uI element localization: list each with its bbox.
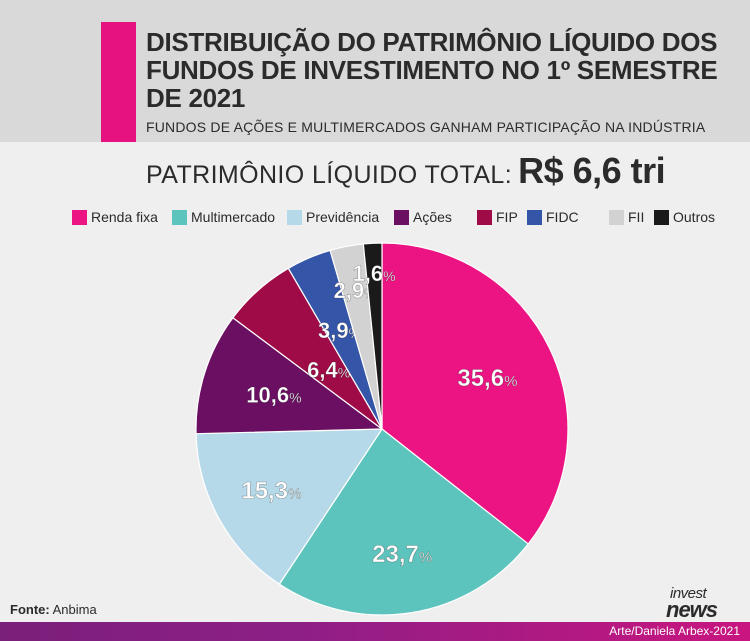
legend-item-previd-ncia: Previdência (287, 207, 379, 227)
logo-invest-text: invest (670, 585, 707, 602)
legend-label: Previdência (306, 209, 380, 225)
legend-item-fip: FIP (477, 207, 518, 227)
data-label-previd-ncia: 15,3% (241, 477, 301, 504)
total-line: PATRIMÔNIO LÍQUIDO TOTAL: R$ 6,6 tri (146, 150, 666, 192)
legend-label: Multimercado (191, 209, 276, 225)
source-value: Anbima (52, 602, 97, 617)
pie-slice-renda-fixa (381, 242, 569, 545)
source-label: Fonte: (10, 602, 50, 617)
credit-text: Arte/Daniela Arbex-2021 (609, 624, 740, 638)
legend-label: Outros (673, 209, 716, 225)
legend-swatch (654, 209, 669, 225)
data-label-fii: 2,9% (334, 278, 377, 303)
legend-label: FIDC (546, 209, 579, 225)
legend-item-renda-fixa: Renda fixa (72, 207, 158, 227)
legend-swatch (287, 209, 302, 225)
total-label: PATRIMÔNIO LÍQUIDO TOTAL: (146, 161, 513, 189)
legend-item-multimercado: Multimercado (172, 207, 275, 227)
legend-swatch (609, 209, 624, 225)
legend-item-a-es: Ações (394, 207, 452, 227)
pie-slice-a-es (195, 316, 384, 435)
title-accent-bar (101, 22, 136, 142)
legend-label: Renda fixa (91, 209, 158, 225)
legend: Renda fixa Multimercado Previdência Ações FI… (72, 207, 732, 227)
total-value: R$ 6,6 tri (518, 150, 666, 191)
pie-slice-previd-ncia (195, 428, 384, 585)
source-note: Fonte: Anbima (10, 602, 97, 617)
legend-swatch (527, 209, 542, 225)
data-label-outros: 1,6% (353, 261, 396, 286)
legend-item-fidc: FIDC (527, 207, 579, 227)
legend-label: FII (628, 209, 645, 225)
legend-item-outros: Outros (654, 207, 715, 227)
data-label-multimercado: 23,7% (372, 541, 432, 568)
pie-slice-outros (362, 242, 383, 430)
footer-band: Arte/Daniela Arbex-2021 (0, 622, 750, 641)
data-label-renda-fixa: 35,6% (457, 365, 517, 392)
legend-label: FIP (496, 209, 518, 225)
legend-swatch (394, 209, 409, 225)
legend-swatch (72, 209, 87, 225)
legend-swatch (172, 209, 187, 225)
pie-slice-multimercado (278, 428, 530, 616)
logo-news-text: news (666, 597, 718, 622)
legend-label: Ações (413, 209, 452, 225)
chart-subtitle: FUNDOS DE AÇÕES E MULTIMERCADOS GANHAM P… (146, 119, 706, 135)
chart-title: DISTRIBUIÇÃO DO PATRIMÔNIO LÍQUIDO DOS F… (146, 27, 718, 113)
investnews-logo: invest news (666, 585, 740, 622)
legend-item-fii: FII (609, 207, 644, 227)
legend-swatch (477, 209, 492, 225)
data-label-a-es: 10,6% (246, 383, 301, 408)
